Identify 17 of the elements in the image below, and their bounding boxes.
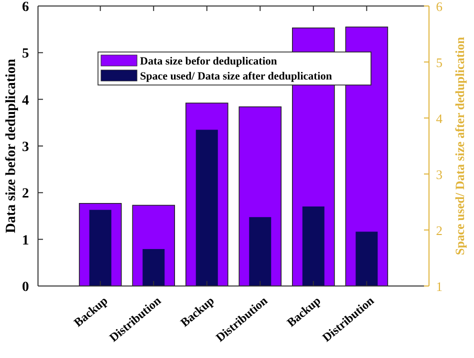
y2-tick-label: 3	[436, 167, 442, 182]
y2-tick-label: 2	[436, 223, 442, 238]
y2-tick-label: 1	[436, 279, 442, 294]
legend-label: Space used/ Data size after deduplication	[140, 70, 332, 82]
y-tick-label: 3	[22, 140, 29, 155]
y2-axis-title: Space used/ Data size after deduplication	[453, 36, 467, 256]
legend-label: Data size befor deduplication	[140, 56, 277, 68]
y-tick-label: 5	[22, 46, 29, 62]
y2-tick-label: 4	[436, 111, 443, 126]
y-tick-label: 0	[22, 280, 29, 295]
y2-tick-label: 5	[436, 55, 442, 70]
y-axis-title: Data size befor deduplication	[4, 58, 19, 234]
y-tick-label: 6	[22, 0, 29, 15]
y-tick-label: 1	[22, 233, 29, 248]
y-tick-label: 2	[22, 186, 29, 202]
y-tick-label: 4	[22, 93, 29, 108]
y2-tick-label: 6	[436, 0, 443, 14]
